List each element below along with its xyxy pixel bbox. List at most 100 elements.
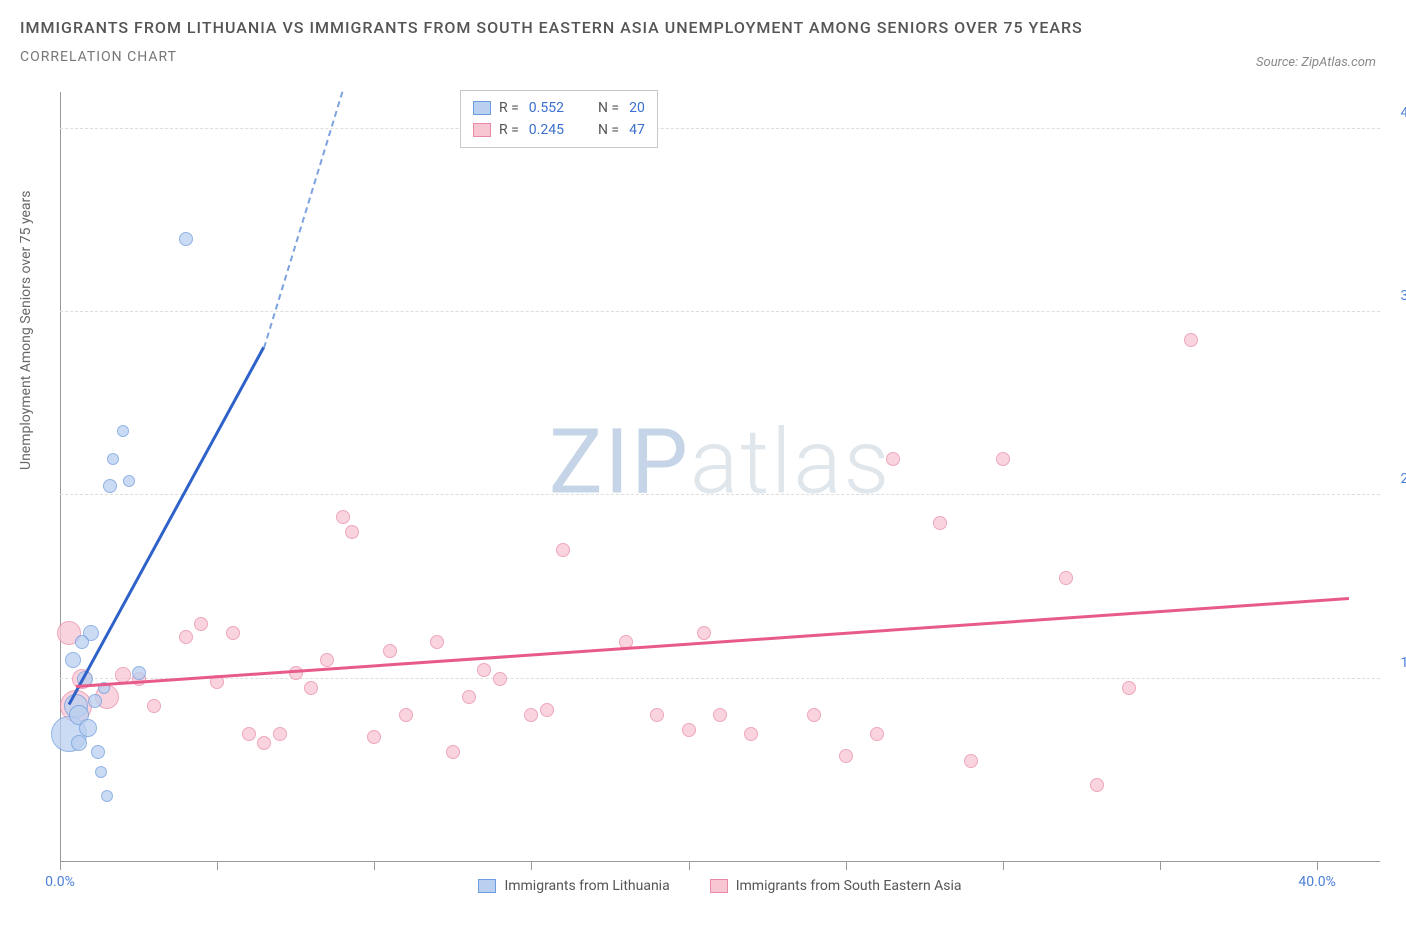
correlation-legend: R = 0.552 N = 20 R = 0.245 N = 47 <box>460 90 658 148</box>
scatter-point <box>1090 778 1104 792</box>
scatter-point <box>383 644 397 658</box>
scatter-point <box>1059 571 1073 585</box>
scatter-point <box>320 653 334 667</box>
r-label: R = <box>499 122 519 138</box>
n-value-a: 20 <box>629 100 645 116</box>
scatter-point <box>1184 333 1198 347</box>
y-tick-label: 40.0% <box>1400 105 1406 121</box>
x-axis-line <box>60 861 1380 862</box>
trendline <box>68 346 265 705</box>
scatter-point <box>91 745 105 759</box>
watermark-zip: ZIP <box>549 409 690 514</box>
n-label: N = <box>598 122 619 138</box>
x-tick <box>531 862 532 870</box>
legend-swatch-a <box>478 879 496 893</box>
scatter-point <box>179 232 193 246</box>
scatter-point <box>79 719 97 737</box>
plot-container: ZIPatlas 10.0%20.0%30.0%40.0%0.0%40.0% R… <box>60 92 1380 862</box>
scatter-point <box>556 543 570 557</box>
r-value-b: 0.245 <box>529 122 564 138</box>
legend-swatch-b <box>473 123 491 137</box>
scatter-point <box>179 630 193 644</box>
watermark-atlas: atlas <box>690 409 891 514</box>
scatter-point <box>996 452 1010 466</box>
scatter-point <box>289 666 303 680</box>
series-legend: Immigrants from Lithuania Immigrants fro… <box>60 878 1380 894</box>
scatter-point <box>367 730 381 744</box>
x-tick <box>846 862 847 870</box>
scatter-point <box>540 703 554 717</box>
legend-item-b: Immigrants from South Eastern Asia <box>710 878 962 894</box>
scatter-point <box>964 754 978 768</box>
scatter-point <box>132 666 146 680</box>
scatter-point <box>399 708 413 722</box>
plot-area: ZIPatlas 10.0%20.0%30.0%40.0%0.0%40.0% <box>60 92 1380 862</box>
scatter-point <box>117 425 129 437</box>
scatter-point <box>446 745 460 759</box>
legend-label-b: Immigrants from South Eastern Asia <box>736 878 962 894</box>
scatter-point <box>697 626 711 640</box>
scatter-point <box>88 694 102 708</box>
scatter-point <box>524 708 538 722</box>
scatter-point <box>493 672 507 686</box>
scatter-point <box>870 727 884 741</box>
n-value-b: 47 <box>629 122 645 138</box>
x-tick <box>217 862 218 870</box>
gridline <box>60 678 1380 679</box>
gridline <box>60 128 1380 129</box>
chart-subtitle: CORRELATION CHART <box>20 49 1386 65</box>
gridline <box>60 494 1380 495</box>
scatter-point <box>807 708 821 722</box>
scatter-point <box>933 516 947 530</box>
legend-swatch-b <box>710 879 728 893</box>
chart-title: IMMIGRANTS FROM LITHUANIA VS IMMIGRANTS … <box>20 18 1386 37</box>
scatter-point <box>430 635 444 649</box>
legend-swatch-a <box>473 101 491 115</box>
scatter-point <box>304 681 318 695</box>
scatter-point <box>103 479 117 493</box>
scatter-point <box>147 699 161 713</box>
scatter-point <box>713 708 727 722</box>
scatter-point <box>101 790 113 802</box>
scatter-point <box>107 453 119 465</box>
x-tick <box>374 862 375 870</box>
gridline <box>60 311 1380 312</box>
scatter-point <box>477 663 491 677</box>
x-tick <box>1317 862 1318 870</box>
source-label: Source: ZipAtlas.com <box>1256 55 1376 70</box>
scatter-point <box>345 525 359 539</box>
scatter-point <box>65 652 81 668</box>
n-label: N = <box>598 100 619 116</box>
scatter-point <box>839 749 853 763</box>
watermark: ZIPatlas <box>549 409 891 514</box>
trendline <box>76 597 1349 688</box>
legend-row-a: R = 0.552 N = 20 <box>473 97 645 119</box>
scatter-point <box>71 735 87 751</box>
legend-row-b: R = 0.245 N = 47 <box>473 119 645 141</box>
scatter-point <box>1122 681 1136 695</box>
scatter-point <box>886 452 900 466</box>
legend-item-a: Immigrants from Lithuania <box>478 878 669 894</box>
scatter-point <box>682 723 696 737</box>
r-value-a: 0.552 <box>529 100 564 116</box>
y-tick-label: 30.0% <box>1400 288 1406 304</box>
y-axis-title: Unemployment Among Seniors over 75 years <box>18 191 34 471</box>
scatter-point <box>123 475 135 487</box>
scatter-point <box>75 635 89 649</box>
x-tick <box>1003 862 1004 870</box>
legend-label-a: Immigrants from Lithuania <box>504 878 669 894</box>
scatter-point <box>242 727 256 741</box>
scatter-point <box>336 510 350 524</box>
scatter-point <box>650 708 664 722</box>
scatter-point <box>257 736 271 750</box>
r-label: R = <box>499 100 519 116</box>
x-tick <box>689 862 690 870</box>
scatter-point <box>273 727 287 741</box>
x-tick <box>1160 862 1161 870</box>
y-tick-label: 10.0% <box>1400 655 1406 671</box>
x-tick <box>60 862 61 870</box>
y-tick-label: 20.0% <box>1400 471 1406 487</box>
scatter-point <box>744 727 758 741</box>
trendline <box>263 91 343 348</box>
scatter-point <box>194 617 208 631</box>
